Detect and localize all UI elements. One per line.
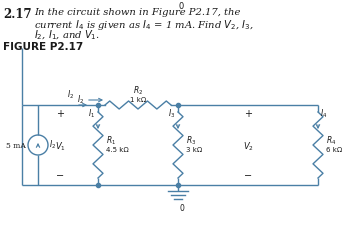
Text: $R_4$: $R_4$ bbox=[326, 135, 336, 147]
Text: −: − bbox=[244, 171, 252, 181]
Text: $V_1$: $V_1$ bbox=[55, 141, 66, 153]
Text: $R_1$: $R_1$ bbox=[106, 135, 116, 147]
Text: 2.17: 2.17 bbox=[3, 8, 31, 21]
Text: current $I_4$ is given as $I_4$ = 1 mA. Find $V_2$, $I_3$,: current $I_4$ is given as $I_4$ = 1 mA. … bbox=[34, 18, 254, 32]
Text: $I_4$: $I_4$ bbox=[320, 108, 327, 120]
Text: 0: 0 bbox=[178, 2, 184, 11]
Text: FIGURE P2.17: FIGURE P2.17 bbox=[3, 42, 83, 52]
Text: $I_2$: $I_2$ bbox=[49, 139, 56, 151]
Text: 5 mA: 5 mA bbox=[6, 142, 26, 150]
Text: $V_2$: $V_2$ bbox=[243, 141, 253, 153]
Text: $R_3$: $R_3$ bbox=[186, 135, 196, 147]
Text: 4.5 kΩ: 4.5 kΩ bbox=[106, 147, 129, 153]
Text: −: − bbox=[56, 171, 64, 181]
Text: $R_2$: $R_2$ bbox=[133, 84, 143, 97]
Text: 6 kΩ: 6 kΩ bbox=[326, 147, 342, 153]
Text: $I_2$: $I_2$ bbox=[67, 89, 74, 101]
Text: In the circuit shown in Figure P2.17, the: In the circuit shown in Figure P2.17, th… bbox=[34, 8, 240, 17]
Text: $I_3$: $I_3$ bbox=[168, 108, 175, 120]
Text: $I_2$: $I_2$ bbox=[77, 94, 84, 106]
Text: +: + bbox=[56, 109, 64, 119]
Text: 3 kΩ: 3 kΩ bbox=[186, 147, 202, 153]
Text: 0: 0 bbox=[180, 204, 185, 213]
Text: $I_2$, $I_1$, and $V_1$.: $I_2$, $I_1$, and $V_1$. bbox=[34, 28, 100, 41]
Text: +: + bbox=[244, 109, 252, 119]
Text: $I_1$: $I_1$ bbox=[88, 108, 95, 120]
Text: 1 kΩ: 1 kΩ bbox=[130, 97, 146, 103]
